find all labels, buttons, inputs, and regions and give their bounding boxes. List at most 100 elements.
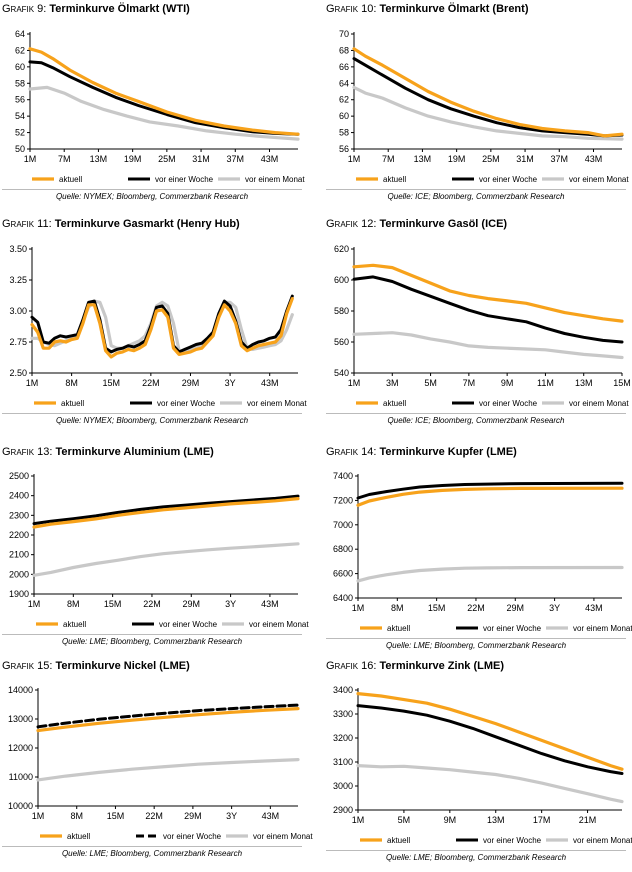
x-tick-label: 15M (428, 603, 446, 613)
chart-source: Quelle: LME; Bloomberg, Commerzbank Rese… (61, 849, 243, 858)
legend-label: aktuell (61, 399, 84, 408)
chart-panel: Grafik 16: Terminkurve Zink (LME) 3400 330… (326, 660, 632, 872)
y-tick-label: 52 (15, 128, 25, 138)
series-line (32, 542, 300, 577)
series-line (352, 331, 624, 360)
x-tick-label: 8M (70, 811, 83, 821)
x-tick-label: 22M (467, 603, 485, 613)
legend-label: aktuell (59, 175, 82, 184)
x-tick-label: 3Y (226, 811, 237, 821)
x-tick-label: 15M (104, 599, 122, 609)
x-tick-label: 29M (507, 603, 525, 613)
x-tick-label: 43M (261, 378, 279, 388)
x-tick-label: 1M (348, 154, 361, 164)
x-tick-label: 43M (261, 154, 279, 164)
y-tick-label: 600 (334, 275, 349, 285)
x-tick-label: 1M (352, 815, 365, 825)
y-tick-label: 3.00 (9, 306, 27, 316)
y-tick-label: 62 (15, 45, 25, 55)
chart-title: Grafik 11: Terminkurve Gasmarkt (Henry H… (2, 218, 240, 230)
legend-label: vor einem Monat (569, 175, 629, 184)
x-tick-label: 31M (516, 154, 534, 164)
legend-label: vor einer Woche (479, 399, 538, 408)
x-tick-label: 15M (613, 378, 631, 388)
legend-label: aktuell (383, 399, 406, 408)
chart-title: Grafik 14: Terminkurve Kupfer (LME) (326, 446, 517, 458)
x-tick-label: 5M (398, 815, 411, 825)
separator-line (2, 189, 302, 190)
y-tick-label: 56 (15, 95, 25, 105)
y-tick-label: 11000 (9, 772, 33, 782)
chart-title: Grafik 10: Terminkurve Ölmarkt (Brent) (326, 3, 528, 15)
x-tick-label: 43M (585, 603, 603, 613)
x-tick-label: 22M (145, 811, 163, 821)
chart-grafik-label: Grafik 12: (326, 218, 380, 230)
chart-title-text: Terminkurve Ölmarkt (Brent) (379, 3, 529, 15)
y-tick-label: 2000 (9, 569, 29, 579)
x-tick-label: 37M (227, 154, 245, 164)
series-line (32, 496, 300, 529)
chart-source: Quelle: NYMEX; Bloomberg, Commerzbank Re… (55, 192, 249, 201)
separator-line (326, 850, 626, 851)
y-tick-label: 2100 (9, 550, 29, 560)
y-tick-label: 3200 (333, 733, 353, 743)
x-tick-label: 8M (65, 378, 78, 388)
chart-panel: Grafik 15: Terminkurve Nickel (LME) 14000… (2, 660, 313, 872)
chart-title: Grafik 13: Terminkurve Aluminium (LME) (2, 446, 214, 458)
chart-source: Quelle: ICE; Bloomberg, Commerzbank Rese… (387, 192, 565, 201)
legend-label: aktuell (387, 624, 410, 633)
x-tick-label: 43M (262, 811, 280, 821)
legend-label: vor einer Woche (159, 620, 218, 629)
legend-label: vor einer Woche (483, 624, 542, 633)
separator-line (2, 846, 302, 847)
legend-label: vor einer Woche (479, 175, 538, 184)
series-line (356, 704, 624, 775)
y-tick-label: 3000 (333, 781, 353, 791)
chart-panel: Grafik 14: Terminkurve Kupfer (LME) 7400 7… (326, 446, 632, 658)
x-tick-label: 13M (414, 154, 432, 164)
x-tick-label: 7M (382, 154, 395, 164)
x-tick-label: 1M (352, 603, 365, 613)
chart-source: Quelle: LME; Bloomberg, Commerzbank Rese… (385, 641, 567, 650)
x-tick-label: 1M (32, 811, 45, 821)
x-tick-label: 15M (107, 811, 125, 821)
chart-title-text: Terminkurve Nickel (LME) (55, 660, 190, 672)
y-tick-label: 14000 (8, 685, 33, 695)
x-tick-label: 31M (192, 154, 210, 164)
y-tick-label: 58 (339, 128, 349, 138)
series-line (36, 706, 300, 733)
y-tick-label: 2500 (9, 471, 29, 481)
chart-grafik-label: Grafik 11: (2, 218, 55, 230)
legend-label: vor einem Monat (249, 620, 309, 629)
y-tick-label: 12000 (8, 743, 33, 753)
series-line (356, 691, 624, 771)
chart-title-text: Terminkurve Gasmarkt (Henry Hub) (54, 218, 240, 230)
y-tick-label: 2.75 (9, 337, 27, 347)
chart-panel: Grafik 13: Terminkurve Aluminium (LME) 25… (2, 446, 309, 658)
legend-label: aktuell (383, 175, 406, 184)
series-line (30, 294, 294, 354)
legend-label: vor einer Woche (157, 399, 216, 408)
legend-label: vor einem Monat (253, 832, 313, 841)
x-tick-label: 1M (28, 599, 41, 609)
chart-source: Quelle: LME; Bloomberg, Commerzbank Rese… (385, 853, 567, 862)
x-tick-label: 1M (24, 154, 37, 164)
legend-label: aktuell (63, 620, 86, 629)
x-tick-label: 17M (533, 815, 551, 825)
x-tick-label: 3Y (225, 378, 236, 388)
y-tick-label: 50 (15, 144, 25, 154)
y-tick-label: 62 (339, 95, 349, 105)
y-tick-label: 3.25 (9, 275, 27, 285)
series-line (28, 60, 300, 136)
legend-label: vor einem Monat (247, 399, 307, 408)
series-line (30, 296, 294, 359)
chart-grafik-label: Grafik 15: (2, 660, 56, 672)
x-tick-label: 19M (448, 154, 466, 164)
chart-panel: Grafik 9: Terminkurve Ölmarkt (WTI) 64 62 6… (2, 3, 305, 215)
y-tick-label: 560 (334, 337, 349, 347)
